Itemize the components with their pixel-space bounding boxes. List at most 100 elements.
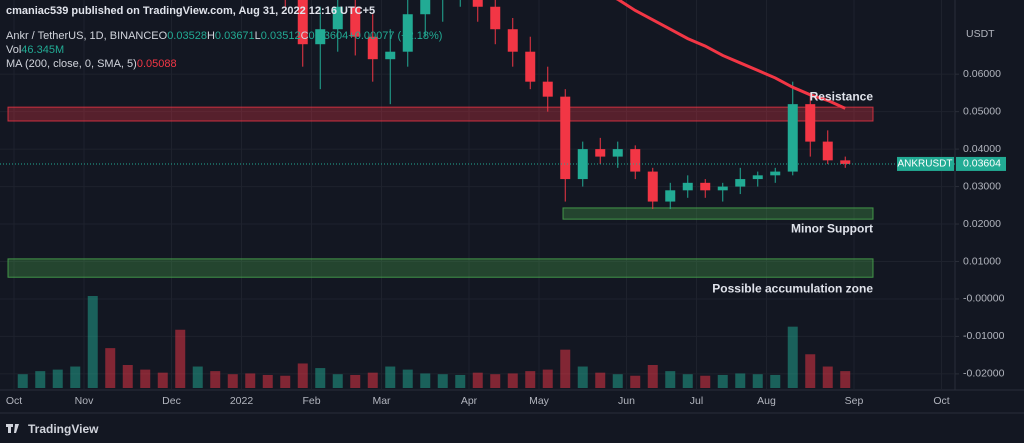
volume-bar [787,326,798,388]
zone [562,207,874,220]
volume-bar [157,372,168,388]
candle-body [717,186,728,191]
ohlc-key: L [255,30,261,42]
volume-bar [350,374,361,388]
volume-bar [122,365,133,388]
logo [6,424,19,433]
x-tick-label: Feb [302,395,320,407]
ohlc-key: O [159,30,168,42]
volume-bar [700,375,711,388]
volume-bar [822,366,833,388]
ohlc-value: 0.03512 [261,30,301,42]
ma-name: MA (200, close, 0, SMA, 5) [6,58,137,70]
y-tick-label: 0.04000 [963,143,1001,155]
volume-bar [192,366,203,388]
y-tick-label: 0.03000 [963,180,1001,192]
candle-body [315,29,326,45]
candle-body [367,36,378,60]
volume-bar [490,374,501,388]
x-tick-label: Aug [757,395,776,407]
x-tick-label: Oct [933,395,949,407]
zone [7,106,874,122]
vol-name: Vol [6,44,21,56]
candle-body [560,96,571,180]
ma-line [615,0,846,110]
plot [0,0,955,390]
x-tick-label: Sep [845,395,864,407]
volume-bar [140,369,151,388]
x-tick-label: Dec [162,395,181,407]
volume-bar [105,348,116,388]
volume-bar [735,373,746,388]
ma-value: 0.05088 [137,58,177,70]
legend-row: Vol46.345M [6,44,64,56]
vol-value: 46.345M [21,44,64,56]
x-tick-label: Oct [6,395,22,407]
zone [7,258,874,278]
candle-body [332,6,343,30]
candle-body [682,182,693,191]
y-tick-label: 0.06000 [963,68,1001,80]
volume-bar [595,372,606,388]
legend-row: Ankr / TetherUS, 1D, BINANCEO0.03528H0.0… [6,30,442,42]
symbol-tag [897,156,954,171]
candle-body [595,149,606,157]
zone-label: Resistance [810,89,874,103]
volume-bar [577,366,588,388]
ohlc-value: 0.03604 [309,30,349,42]
currency: USDT [966,28,995,40]
candle-body [805,104,816,142]
y-tick-label: -0.00000 [963,293,1005,305]
ohlc-value: 0.03671 [215,30,255,42]
ohlc-key: C [301,30,309,42]
candle-body [507,29,518,52]
volume-bar [70,366,81,388]
volume-bar [332,374,343,388]
volume-bar [297,363,308,388]
x-tick-label: Mar [372,395,391,407]
volume-bar [385,366,396,388]
candle-body [630,149,641,172]
candle-body [490,6,501,30]
y-tick-label: -0.01000 [963,330,1005,342]
volume-bar [35,371,46,388]
volume-bar [262,374,273,388]
footer: TradingView [28,422,99,436]
candle-body [350,6,361,37]
ohlc-key: H [207,30,215,42]
volume-bar [770,374,781,388]
x-tick-label: Apr [461,395,478,407]
candle-body [665,190,676,202]
volume-bar [630,375,641,388]
volume-bar [87,296,98,388]
volume-bar [472,372,483,388]
volume-bar [752,374,763,388]
candle-body [752,175,763,180]
candle-body [647,171,658,202]
zone-label: Minor Support [791,221,873,235]
y-tick-label: 0.02000 [963,218,1001,230]
volume-bar [717,374,728,388]
candle-body [525,51,536,82]
volume-bar [315,368,326,388]
volume-bar [420,373,431,388]
volume-bar [17,374,28,388]
change: +0.00077 (+2.18%) [348,30,442,42]
candle-body [822,141,833,161]
candle-body [472,0,483,7]
volume-bar [402,369,413,388]
volume-bar [175,329,186,388]
y-tick-label: 0.05000 [963,105,1001,117]
volume-bar [280,375,291,388]
symbol: Ankr / TetherUS, 1D, BINANCE [6,30,159,42]
ohlc-value: 0.03528 [167,30,207,42]
candle-body [297,0,308,45]
zone-label: Possible accumulation zone [712,281,873,295]
candle-body [402,14,413,52]
volume-bar [665,371,676,388]
symbol-tag-label: ANKRUSDT [897,159,952,170]
candle-body [385,51,396,60]
candle-body [787,104,798,172]
candle-body [770,171,781,176]
